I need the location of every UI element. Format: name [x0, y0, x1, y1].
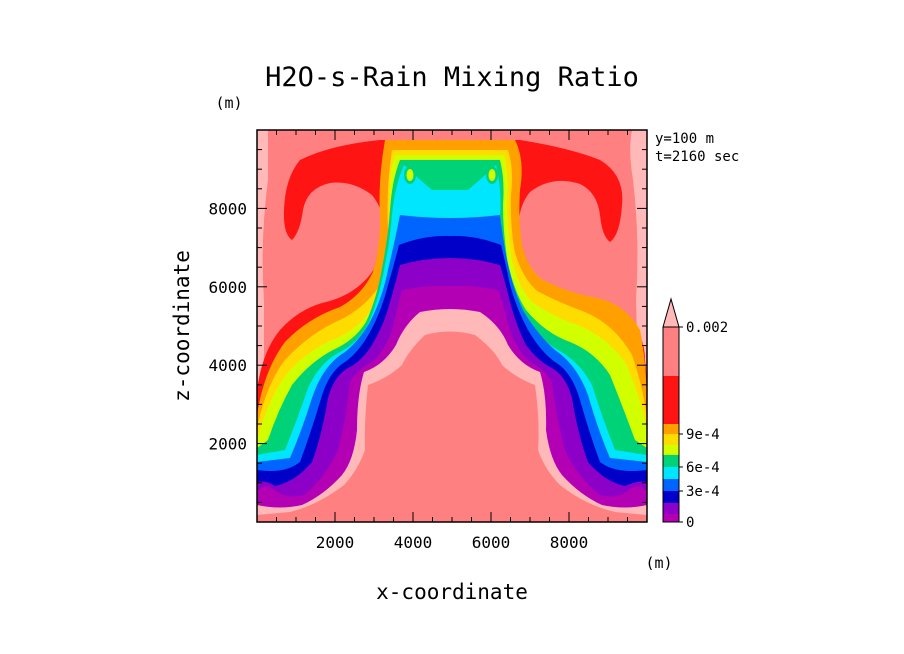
y-unit-label: (m)	[215, 94, 242, 112]
contour-plot-area	[257, 130, 647, 522]
contour-band	[488, 169, 496, 181]
x-tick-labels: 2000 4000 6000 8000	[316, 533, 589, 552]
x-tick-label: 2000	[316, 533, 355, 552]
colorbar-label: 6e-4	[686, 460, 720, 476]
y-tick-labels: 2000 4000 6000 8000	[208, 199, 247, 453]
y-tick-label: 4000	[208, 356, 247, 375]
colorbar-label: 9e-4	[686, 427, 720, 443]
x-tick-label: 8000	[550, 533, 589, 552]
colorbar-label: 0	[686, 515, 694, 531]
x-unit-label: (m)	[645, 554, 672, 572]
chart-title: H2O-s-Rain Mixing Ratio	[265, 62, 639, 93]
colorbar-segment	[663, 434, 679, 445]
axis-ticks	[256, 129, 648, 523]
contour-band	[406, 169, 414, 181]
colorbar	[662, 297, 680, 523]
colorbar-segment	[663, 503, 679, 514]
colorbar-segment	[663, 376, 679, 424]
x-tick-label: 6000	[472, 533, 511, 552]
colorbar-frame	[662, 326, 680, 523]
colorbar-segment	[663, 467, 679, 479]
annotation-time: t=2160 sec	[655, 149, 739, 165]
y-tick-label: 8000	[208, 199, 247, 218]
colorbar-extend-arrow	[662, 297, 680, 328]
colorbar-segment	[663, 445, 679, 455]
y-axis-label: z-coordinate	[170, 250, 194, 402]
colorbar-segment	[663, 491, 679, 503]
colorbar-segment	[663, 514, 679, 522]
colorbar-segment	[663, 327, 679, 376]
annotation-y-position: y=100 m	[655, 131, 714, 147]
colorbar-label: 3e-4	[686, 484, 720, 500]
x-tick-label: 4000	[394, 533, 433, 552]
x-axis-label: x-coordinate	[376, 580, 528, 604]
colorbar-segment	[663, 424, 679, 434]
colorbar-label: 0.002	[686, 320, 728, 336]
colorbar-segment	[663, 479, 679, 491]
colorbar-segment	[663, 455, 679, 467]
y-tick-label: 2000	[208, 435, 247, 454]
y-tick-label: 6000	[208, 278, 247, 297]
colorbar-labels: 0 3e-4 6e-4 9e-4 0.002	[679, 320, 728, 531]
contour-band	[257, 331, 647, 522]
